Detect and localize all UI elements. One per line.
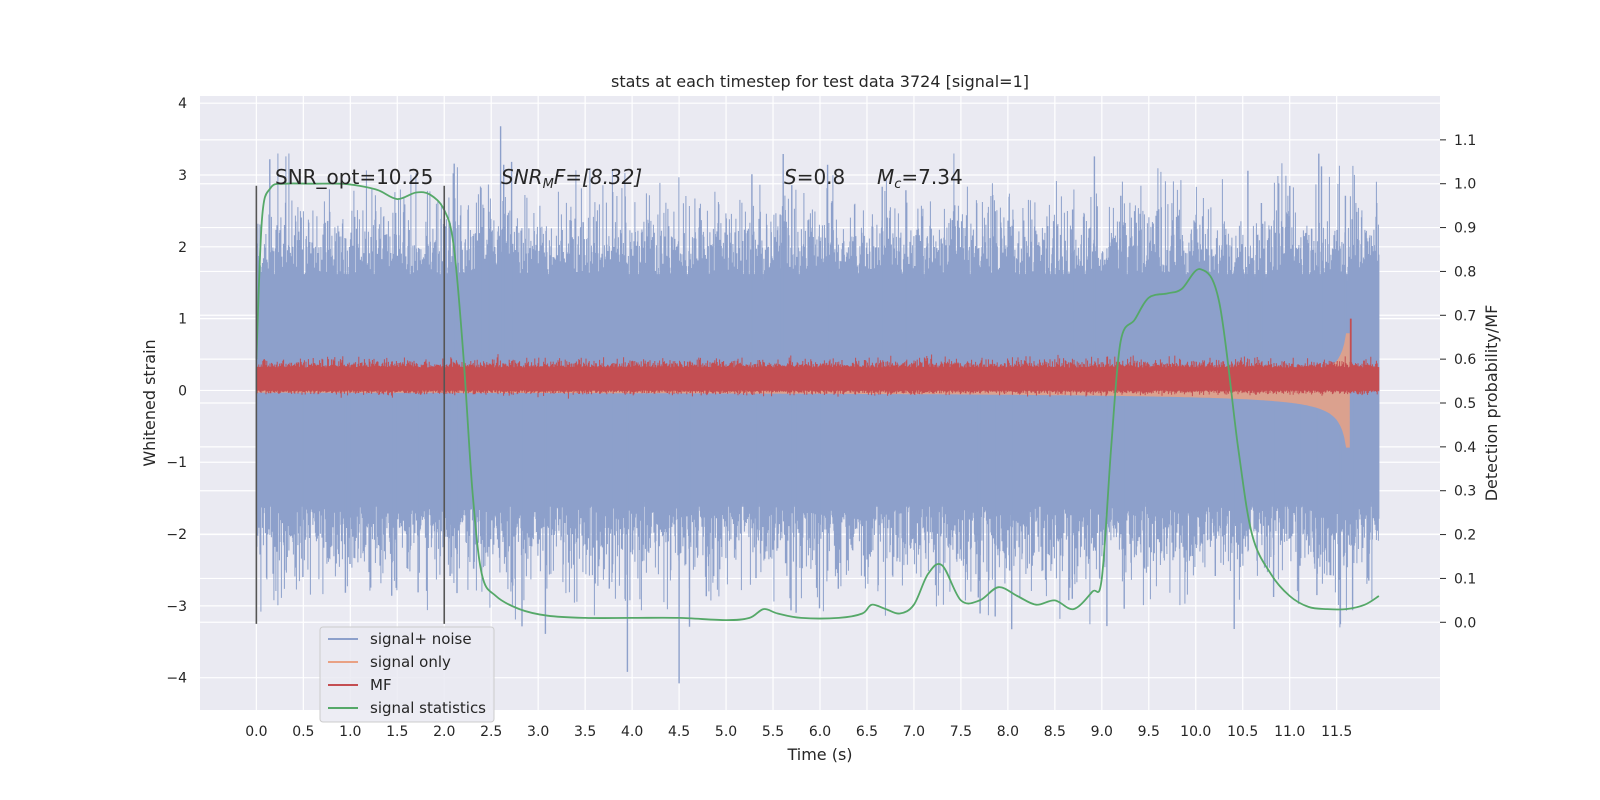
- y-axis-label: Whitened strain: [140, 339, 159, 466]
- annotation-snr-mf: SNRMF=[8.32]: [501, 165, 642, 192]
- y-tick-label: 0: [178, 383, 187, 399]
- y-tick-label: 1: [178, 312, 187, 328]
- y-right-tick-label: 0.9: [1454, 221, 1476, 237]
- x-tick-label: 2.0: [433, 724, 455, 740]
- x-tick-label: 1.5: [386, 724, 408, 740]
- series-signal-statistics: [255, 182, 1380, 622]
- y-tick-label: −1: [166, 455, 187, 471]
- y-right-tick-label: 0.0: [1454, 615, 1476, 631]
- annotations: SNR_opt=10.25 SNRMF=[8.32] S=0.8 Mc=7.34: [275, 165, 963, 192]
- x-tick-label: 8.0: [997, 724, 1019, 740]
- x-tick-label: 7.5: [950, 724, 972, 740]
- x-tick-label: 11.0: [1274, 724, 1305, 740]
- y-right-tick-label: 1.1: [1454, 133, 1476, 149]
- x-tick-label: 9.0: [1091, 724, 1113, 740]
- x-tick-label: 5.0: [715, 724, 737, 740]
- x-tick-labels: 0.0 0.5 1.0 1.5 2.0 2.5 3.0 3.5 4.0 4.5 5.0 5.5 6.0 6…: [245, 724, 1352, 740]
- legend-label-signal-noise: signal+ noise: [370, 630, 472, 648]
- annotation-snr-opt: SNR_opt=10.25: [275, 165, 433, 189]
- y-tick-labels: 4 3 2 1 0 −1 −2 −3 −4: [166, 96, 187, 687]
- legend-label-signal-only: signal only: [370, 653, 451, 671]
- legend-item-signal-only: signal only: [328, 653, 451, 671]
- y-right-tick-label: 0.2: [1454, 528, 1476, 544]
- y-right-tick-label: 0.7: [1454, 308, 1476, 324]
- y-tick-label: −3: [166, 599, 187, 615]
- x-tick-label: 10.5: [1227, 724, 1258, 740]
- x-tick-label: 4.0: [621, 724, 643, 740]
- y-right-tick-label: 0.5: [1454, 396, 1476, 412]
- x-tick-label: 3.0: [527, 724, 549, 740]
- y-right-tick-label: 0.1: [1454, 571, 1476, 587]
- noise-spikes: [269, 126, 1370, 684]
- x-tick-label: 7.0: [903, 724, 925, 740]
- x-tick-label: 6.5: [856, 724, 878, 740]
- x-tick-label: 3.5: [574, 724, 596, 740]
- y-tick-label: 4: [178, 96, 187, 112]
- x-tick-label: 0.0: [245, 724, 267, 740]
- signal-statistics-line: [255, 182, 1380, 622]
- legend: signal+ noise signal only MF signal stat…: [319, 626, 495, 723]
- window-markers: [255, 185, 446, 624]
- y-right-tick-label: 0.3: [1454, 484, 1476, 500]
- chart-title: stats at each timestep for test data 372…: [611, 72, 1029, 91]
- y-right-tick-label: 1.0: [1454, 177, 1476, 193]
- x-tick-label: 11.5: [1321, 724, 1352, 740]
- x-tick-label: 4.5: [668, 724, 690, 740]
- x-tick-label: 10.0: [1180, 724, 1211, 740]
- y-right-axis-label: Detection probability/MF: [1482, 305, 1501, 502]
- legend-label-mf: MF: [370, 676, 392, 694]
- y-tick-label: −4: [166, 671, 187, 687]
- legend-label-signal-statistics: signal statistics: [370, 699, 486, 717]
- x-tick-label: 5.5: [762, 724, 784, 740]
- y-tick-label: −2: [166, 527, 187, 543]
- x-tick-label: 2.5: [480, 724, 502, 740]
- x-tick-label: 1.0: [339, 724, 361, 740]
- annotation-s: S=0.8: [784, 165, 845, 189]
- legend-item-mf: MF: [328, 676, 392, 694]
- legend-item-signal-noise: signal+ noise: [328, 630, 472, 648]
- y-tick-label: 2: [178, 240, 187, 256]
- y-right-tick-label: 0.6: [1454, 352, 1476, 368]
- legend-item-signal-statistics: signal statistics: [328, 699, 486, 717]
- x-tick-label: 6.0: [809, 724, 831, 740]
- y-tick-label: 3: [178, 168, 187, 184]
- x-tick-label: 0.5: [292, 724, 314, 740]
- y-right-tick-label: 0.8: [1454, 264, 1476, 280]
- legend-box: [319, 626, 495, 723]
- x-tick-label: 8.5: [1044, 724, 1066, 740]
- y-right-tick-label: 0.4: [1454, 440, 1476, 456]
- x-tick-label: 9.5: [1138, 724, 1160, 740]
- y-right-tick-labels: 1.1 1.0 0.9 0.8 0.7 0.6 0.5 0.4 0.3 0.2 0.1 0.0: [1454, 133, 1476, 631]
- x-axis-label: Time (s): [786, 745, 852, 764]
- annotation-mc: Mc=7.34: [877, 165, 963, 192]
